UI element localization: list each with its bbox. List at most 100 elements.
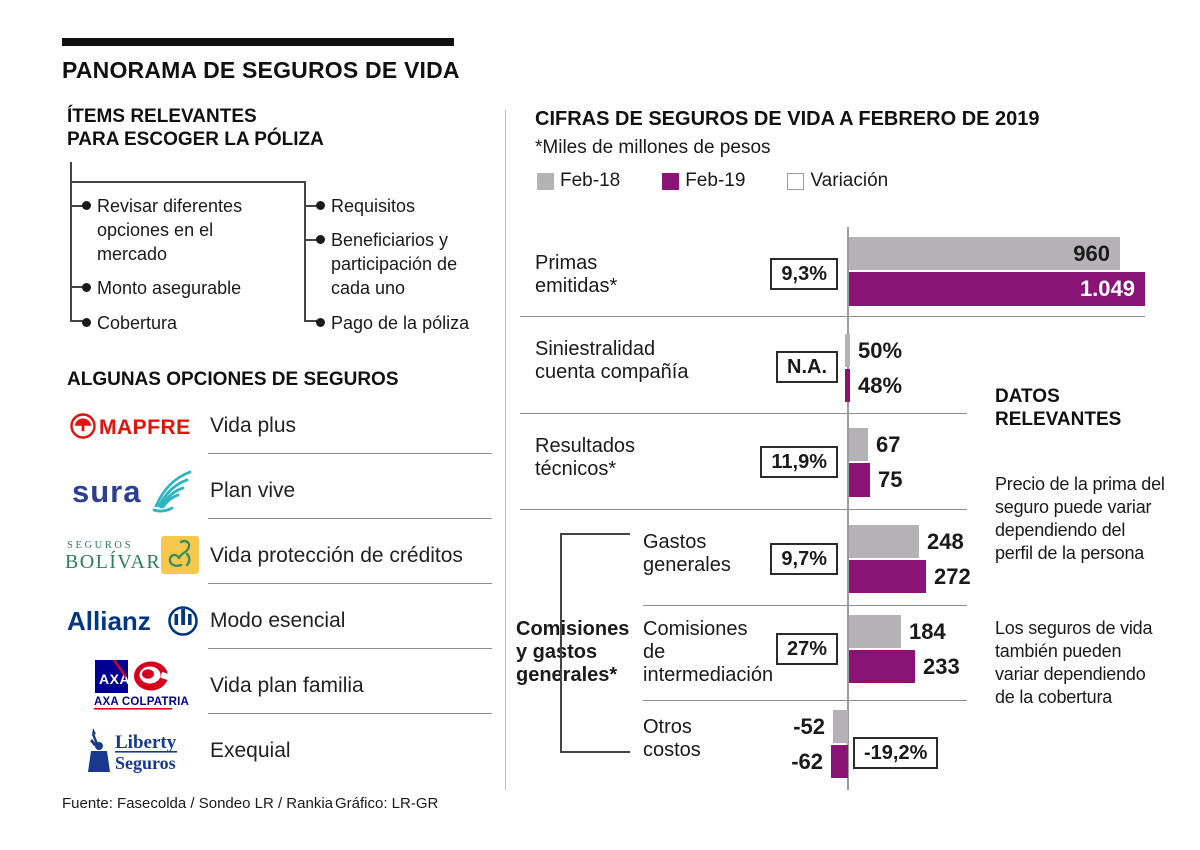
- bullet-icon: [82, 201, 91, 210]
- legend-label-feb19: Feb-19: [685, 170, 746, 191]
- options-heading: ALGUNAS OPCIONES DE SEGUROS: [67, 369, 399, 390]
- items-bracket-left-line: [70, 162, 72, 322]
- product-name: Modo esencial: [210, 608, 346, 632]
- items-bracket-top-line: [70, 181, 306, 183]
- bar-value: 50%: [858, 337, 903, 363]
- bar-value: 1.049: [1079, 276, 1135, 301]
- insurance-options-list: MAPFRE Vida plus sura: [62, 393, 492, 783]
- product-name: Exequial: [210, 738, 291, 762]
- graphic-credit: Gráfico: LR-GR: [335, 795, 439, 812]
- variation-value: 9,7%: [781, 548, 827, 570]
- bar-value: 960: [1073, 240, 1110, 266]
- svg-text:Allianz: Allianz: [67, 606, 151, 636]
- bar-value: 272: [934, 563, 971, 589]
- bullet-icon: [316, 318, 325, 327]
- product-name: Vida protección de créditos: [210, 543, 463, 567]
- list-item: Cobertura: [82, 311, 282, 335]
- list-item: Requisitos: [316, 194, 486, 218]
- svg-text:BOLÍVAR: BOLÍVAR: [65, 550, 161, 573]
- option-row-liberty: Liberty Seguros Exequial: [62, 718, 492, 783]
- mapfre-logo-icon: MAPFRE: [70, 412, 191, 439]
- legend-swatch-feb19: [662, 172, 680, 190]
- items-bracket-right-line: [304, 181, 306, 322]
- chart-axis-line: [847, 227, 849, 790]
- page-title: PANORAMA DE SEGUROS DE VIDA: [62, 57, 460, 83]
- list-item: Beneficiarios y participación de cada un…: [316, 228, 488, 300]
- chart-separator: [520, 509, 967, 510]
- variation-value: 11,9%: [771, 451, 827, 473]
- sura-logo: sura: [62, 458, 204, 523]
- chart-separator: [643, 605, 967, 606]
- legend-label-feb18: Feb-18: [560, 170, 621, 191]
- variation-value: 9,3%: [781, 263, 827, 285]
- row-label-gastos: Gastos generales: [643, 531, 731, 576]
- bar-gastos-feb18: 248: [849, 525, 964, 558]
- group-label-comisiones: Comisiones y gastos generales*: [516, 618, 630, 686]
- title-accent-bar: [62, 38, 454, 46]
- bar-siniestralidad-feb18: 50%: [845, 334, 902, 367]
- list-item-label: Beneficiarios y participación de cada un…: [331, 230, 458, 298]
- chart-legend: Feb-18 Feb-19 Variación: [537, 170, 888, 192]
- list-item-label: Cobertura: [97, 313, 178, 333]
- variation-box-gastos: 9,7%: [770, 543, 838, 575]
- items-tick: [304, 320, 318, 322]
- svg-text:MAPFRE: MAPFRE: [99, 416, 191, 439]
- chart-separator: [520, 316, 1145, 317]
- datos-relevantes-heading: DATOS RELEVANTES: [995, 386, 1122, 430]
- option-row-axa-colpatria: AXA AXA COLPATRIA Vida plan familia: [62, 653, 492, 718]
- variation-box-resultados: 11,9%: [760, 446, 838, 478]
- list-item: Monto asegurable: [82, 276, 282, 300]
- row-separator: [208, 518, 492, 519]
- bullet-icon: [82, 318, 91, 327]
- bar-siniestralidad-feb19: 48%: [845, 369, 902, 402]
- variation-box-otros-costos: -19,2%: [853, 737, 939, 769]
- row-label-siniestralidad: Siniestralidad cuenta compañía: [535, 338, 689, 383]
- liberty-logo: Liberty Seguros: [62, 718, 204, 783]
- chart-title: CIFRAS DE SEGUROS DE VIDA A FEBRERO DE 2…: [535, 108, 1040, 130]
- allianz-logo-icon: Allianz: [67, 606, 198, 636]
- option-row-sura: sura Plan vive: [62, 458, 492, 523]
- column-divider: [505, 110, 506, 790]
- svg-text:sura: sura: [72, 474, 141, 509]
- bar-value: 248: [927, 528, 964, 554]
- bar-value: 48%: [858, 372, 903, 398]
- svg-text:AXA COLPATRIA: AXA COLPATRIA: [94, 696, 189, 708]
- bolivar-logo: SEGUROS BOLÍVAR: [62, 523, 204, 588]
- allianz-logo: Allianz: [62, 588, 204, 653]
- bar-value: 233: [923, 653, 960, 679]
- bar-value: -62: [791, 748, 823, 774]
- list-item: Pago de la póliza: [316, 311, 496, 335]
- row-separator: [208, 583, 492, 584]
- svg-text:AXA: AXA: [99, 671, 130, 687]
- option-row-mapfre: MAPFRE Vida plus: [62, 393, 492, 458]
- row-separator: [208, 713, 492, 714]
- variation-value: -19,2%: [864, 742, 928, 764]
- chart-separator: [520, 413, 967, 414]
- chart-separator: [643, 700, 967, 701]
- bar-primas-feb18: 960: [849, 237, 1120, 270]
- items-tick: [70, 286, 84, 288]
- liberty-seguros-logo-icon: Liberty Seguros: [88, 727, 177, 773]
- variation-value: 27%: [786, 638, 827, 660]
- bullet-icon: [316, 235, 325, 244]
- bar-value: -52: [793, 713, 825, 739]
- svg-text:Seguros: Seguros: [115, 753, 176, 773]
- legend-swatch-feb18: [537, 172, 554, 190]
- bullet-icon: [82, 283, 91, 292]
- product-name: Vida plus: [210, 413, 297, 437]
- mapfre-logo: MAPFRE: [62, 393, 204, 458]
- option-row-bolivar: SEGUROS BOLÍVAR Vida protección de crédi…: [62, 523, 492, 588]
- axa-colpatria-logo: AXA AXA COLPATRIA: [62, 653, 204, 718]
- variation-box-siniestralidad: N.A.: [776, 351, 838, 383]
- row-separator: [208, 648, 492, 649]
- bar-primas-feb19: 1.049: [849, 272, 1145, 306]
- sura-logo-icon: sura: [72, 470, 192, 512]
- items-tick: [304, 239, 318, 241]
- items-tick: [70, 205, 84, 207]
- row-separator: [208, 453, 492, 454]
- row-label-resultados: Resultados técnicos*: [535, 435, 636, 480]
- list-item-label: Monto asegurable: [97, 278, 242, 298]
- source-credit: Fuente: Fasecolda / Sondeo LR / Rankia: [62, 795, 333, 812]
- bar-value: 67: [876, 431, 901, 457]
